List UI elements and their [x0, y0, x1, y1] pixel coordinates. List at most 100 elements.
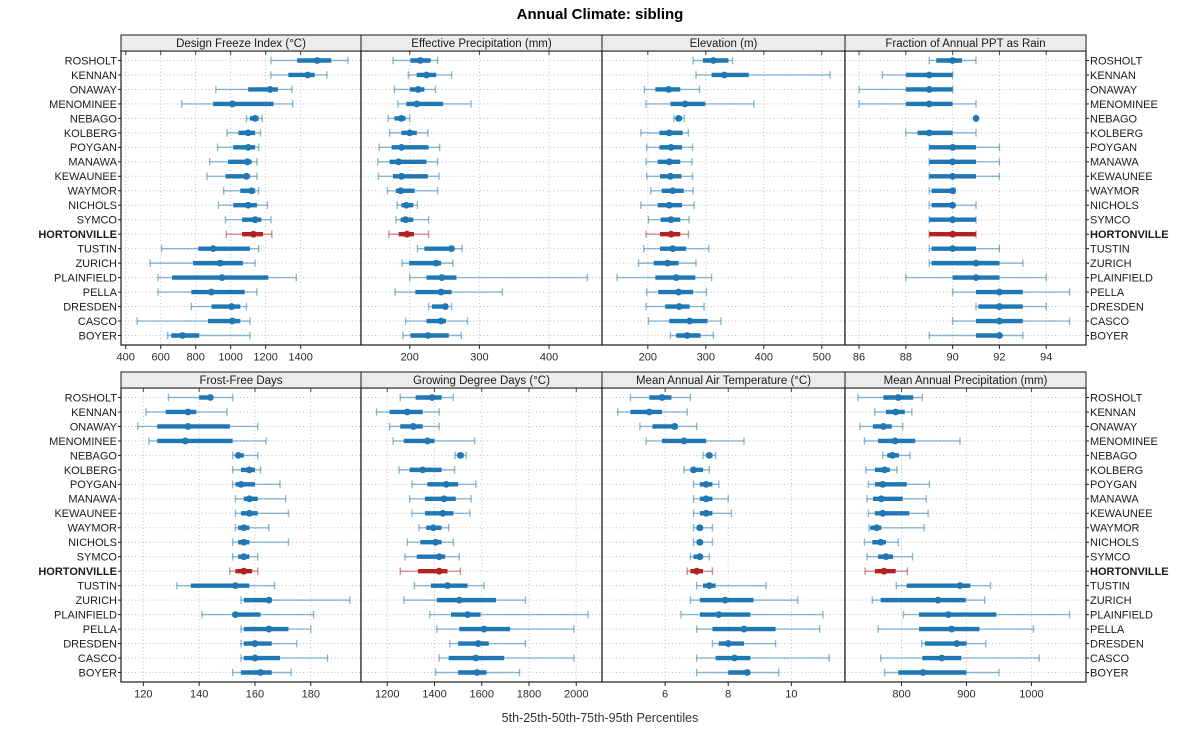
median-dot — [406, 129, 414, 137]
panel-elevation-m: 200 300 400 500 Elevation (m) — [601, 34, 846, 364]
median-dot — [228, 303, 235, 310]
median-dot — [720, 71, 728, 79]
site-label-left: POYGAN — [70, 142, 117, 154]
median-dot — [879, 423, 887, 430]
row-poygan — [411, 480, 477, 489]
x-tick-label: 1000 — [1019, 689, 1043, 701]
median-dot — [894, 394, 902, 401]
row-tustin — [176, 581, 276, 590]
row-manawa — [408, 495, 472, 503]
row-rosholt — [399, 393, 455, 402]
median-dot — [731, 654, 738, 662]
row-tustin — [643, 244, 710, 253]
row-boyer — [669, 331, 715, 340]
row-onaway — [643, 85, 701, 94]
row-symco — [928, 215, 977, 224]
site-label-left: HORTONVILLE — [38, 229, 117, 241]
median-dot — [705, 451, 713, 459]
row-nichols — [640, 201, 695, 210]
row-casco — [240, 654, 329, 662]
median-dot — [669, 245, 677, 253]
row-menominee — [180, 100, 294, 108]
site-label-left: PELLA — [83, 287, 118, 299]
median-dot — [953, 640, 961, 647]
row-kennan — [695, 71, 831, 79]
site-label-left: CASCO — [78, 316, 118, 328]
site-label-left: PLAINFIELD — [54, 273, 117, 285]
row-kennan — [145, 408, 228, 416]
median-dot — [664, 259, 671, 267]
site-label-left: NICHOLS — [68, 200, 117, 212]
row-nebago — [972, 114, 980, 123]
row-tustin — [928, 244, 1001, 253]
site-label-right: PELLA — [1090, 287, 1125, 299]
site-label-right: POYGAN — [1090, 479, 1137, 491]
row-plainfield — [429, 610, 589, 619]
median-dot — [218, 274, 226, 282]
median-dot — [244, 201, 252, 209]
x-tick-label: 1200 — [253, 352, 277, 364]
median-dot — [397, 143, 405, 151]
median-dot — [244, 129, 252, 137]
row-waymor — [386, 186, 439, 195]
row-symco — [404, 552, 460, 561]
median-dot — [441, 303, 449, 310]
grid — [602, 51, 845, 345]
median-dot — [715, 611, 723, 619]
row-boyer — [434, 668, 521, 677]
row-tustin — [695, 581, 767, 590]
row-menominee — [858, 100, 977, 108]
row-menominee — [397, 100, 472, 108]
row-rosholt — [629, 393, 692, 402]
row-casco — [438, 654, 575, 662]
median-dot — [949, 143, 957, 151]
median-dot — [448, 245, 455, 253]
x-tick-label: 1400 — [288, 352, 312, 364]
median-dot — [680, 437, 688, 445]
median-dot — [665, 129, 673, 137]
median-dot — [665, 158, 673, 166]
row-nebago — [231, 451, 259, 460]
median-dot — [304, 71, 312, 79]
row-dresden — [190, 302, 248, 311]
grid — [845, 51, 1086, 345]
row-poygan — [231, 480, 281, 489]
row-plainfield — [201, 610, 315, 619]
site-label-left: BOYER — [78, 667, 117, 679]
row-zurich — [403, 596, 527, 604]
row-pella — [645, 288, 708, 296]
median-dot — [972, 114, 980, 122]
median-dot — [879, 480, 887, 488]
median-dot — [438, 274, 446, 282]
median-dot — [473, 669, 481, 676]
row-plainfield — [616, 273, 713, 282]
row-manawa — [377, 158, 439, 166]
x-tick-label: 92 — [993, 352, 1005, 364]
site-label-left: KEWAUNEE — [54, 171, 117, 183]
median-dot — [442, 480, 450, 488]
site-label-right: KENNAN — [1090, 70, 1136, 82]
median-dot — [437, 317, 445, 325]
median-dot — [232, 582, 239, 590]
median-dot — [949, 187, 957, 195]
median-dot — [667, 230, 675, 238]
panel-fraction-of-annual-ppt-as-rain: 86 88 90 92 94 Fraction of Annual PPT as Rain — [844, 34, 1089, 364]
median-dot — [705, 582, 713, 590]
row-casco — [647, 317, 722, 325]
x-tick-label: 900 — [957, 689, 975, 701]
x-tick-label: 6 — [662, 689, 668, 701]
site-label-left: MENOMINEE — [49, 436, 117, 448]
row-nebago — [702, 451, 717, 460]
median-dot — [455, 596, 463, 604]
row-pella — [157, 288, 258, 296]
row-pella — [695, 625, 821, 633]
median-dot — [925, 71, 933, 79]
site-label-right: DRESDEN — [1090, 638, 1144, 650]
row-hortonville — [225, 230, 273, 238]
median-dot — [244, 143, 252, 151]
row-tustin — [895, 581, 992, 590]
median-dot — [949, 158, 957, 166]
row-rosholt — [270, 56, 349, 65]
row-onaway — [858, 85, 954, 94]
